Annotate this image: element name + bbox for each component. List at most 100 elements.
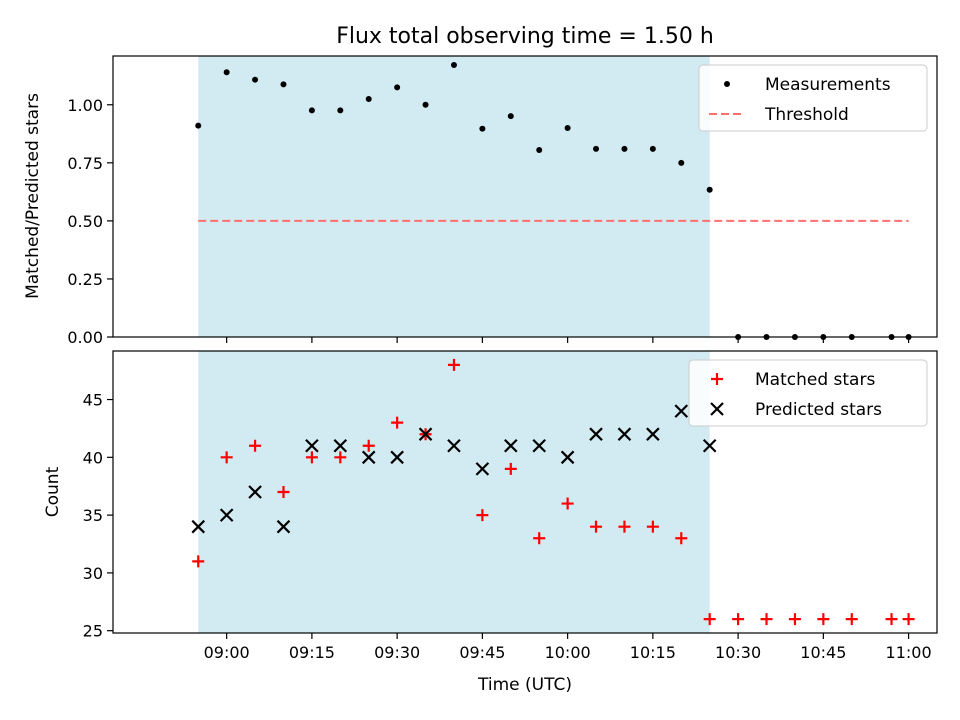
matched-star-marker [561, 497, 574, 510]
matched-star-marker [845, 613, 858, 626]
predicted-star-marker [305, 438, 319, 453]
predicted-star-marker [475, 462, 490, 476]
predicted-star-marker [219, 508, 234, 522]
x-tick-label: 10:30 [715, 643, 761, 662]
measurement-point [450, 62, 457, 69]
top-panel: 0.00 0.25 0.50 0.75 1.00 Measurements Threshol… [67, 55, 938, 347]
matched-star-marker [618, 520, 631, 533]
x-tick-label: 11:00 [886, 643, 932, 662]
shaded-interval [198, 351, 710, 633]
predicted-star-marker [191, 519, 206, 534]
measurement-point [223, 69, 230, 76]
measurement-point [252, 76, 259, 83]
measurement-point [649, 145, 656, 152]
legend-box [688, 359, 928, 427]
measurement-point [422, 101, 429, 108]
matched-star-marker [703, 613, 716, 626]
predicted-star-marker [702, 438, 717, 453]
legend-marker-measurements [724, 81, 730, 87]
x-tick-label: 09:45 [459, 643, 505, 662]
matched-star-marker [504, 462, 517, 475]
y-tick-label: 0.50 [67, 212, 103, 231]
predicted-star-marker [248, 485, 262, 499]
predicted-star-marker [617, 427, 632, 441]
x-tick-label: 09:30 [374, 643, 420, 662]
matched-star-marker [362, 439, 375, 452]
predicted-star-marker [532, 438, 546, 453]
legend-box [698, 64, 928, 132]
matched-star-marker [760, 613, 773, 626]
matched-star-marker [305, 451, 318, 464]
measurement-point [678, 159, 685, 166]
matched-star-marker [732, 613, 745, 626]
measurement-point [479, 125, 486, 132]
matched-star-marker [334, 451, 347, 464]
legend-marker-matched [711, 373, 723, 385]
chart-title: Flux total observing time = 1.50 h [336, 24, 714, 49]
y-tick-label: 0.25 [67, 270, 103, 289]
predicted-star-marker [418, 427, 433, 441]
measurement-point [365, 95, 372, 102]
top-y-axis-label: Matched/Predicted stars [23, 93, 43, 299]
matched-star-marker [646, 520, 659, 533]
y-tick-label: 0.75 [67, 154, 103, 173]
predicted-star-marker [333, 438, 348, 453]
x-tick-label: 10:00 [545, 643, 591, 662]
predicted-star-marker [589, 427, 603, 441]
legend-label: Threshold [764, 105, 849, 125]
x-tick-label: 09:15 [289, 643, 335, 662]
y-tick-label: 30 [83, 564, 103, 583]
matched-star-marker [533, 532, 546, 545]
legend-label: Predicted stars [755, 400, 882, 420]
y-tick-label: 1.00 [67, 96, 103, 115]
matched-star-marker [249, 439, 262, 452]
measurement-point [536, 147, 543, 154]
matched-star-marker [277, 486, 290, 498]
predicted-star-marker [646, 427, 660, 441]
matched-star-marker [192, 555, 205, 568]
legend-label: Matched stars [755, 370, 875, 390]
matched-star-marker [885, 613, 898, 626]
axes-frame [112, 350, 938, 634]
measurement-point [337, 107, 344, 114]
y-tick-label: 35 [83, 506, 103, 525]
measurement-point [308, 107, 315, 114]
x-tick-label: 10:15 [630, 643, 676, 662]
x-axis-label: Time (UTC) [477, 675, 572, 695]
measurement-point [195, 122, 202, 129]
measurement-point [706, 186, 713, 193]
predicted-star-marker [361, 450, 376, 465]
matched-star-marker [788, 613, 801, 626]
measurement-point [564, 124, 571, 131]
matched-star-marker [220, 451, 233, 464]
bottom-y-axis-label: Count [43, 466, 63, 517]
matched-star-marker [675, 532, 688, 545]
bottom-panel: 25 30 35 40 45 09:00 09:15 09:30 09:45 10:00 10:15… [83, 350, 938, 662]
y-tick-label: 40 [83, 448, 103, 467]
measurement-point [593, 145, 600, 152]
y-tick-label: 25 [83, 622, 103, 641]
matched-star-marker [476, 509, 489, 522]
predicted-star-marker [390, 450, 404, 465]
y-tick-label: 0.00 [67, 328, 103, 347]
predicted-star-marker [276, 519, 291, 534]
axes-frame [112, 55, 938, 338]
x-tick-label: 09:00 [204, 643, 250, 662]
predicted-star-marker [560, 450, 575, 465]
matched-star-marker [391, 416, 404, 429]
matched-star-marker [902, 613, 915, 626]
x-tick-label: 10:45 [800, 643, 846, 662]
matched-star-marker [817, 613, 830, 626]
measurement-point [280, 81, 287, 88]
matched-star-marker [590, 520, 603, 533]
predicted-star-marker [504, 438, 518, 453]
predicted-star-marker [447, 438, 461, 453]
predicted-star-marker [674, 404, 689, 418]
measurement-point [507, 113, 514, 120]
legend-marker-predicted [710, 402, 724, 416]
measurement-point [621, 145, 628, 152]
shaded-interval [198, 56, 710, 337]
legend-label: Measurements [765, 75, 891, 95]
y-tick-label: 45 [83, 391, 103, 410]
